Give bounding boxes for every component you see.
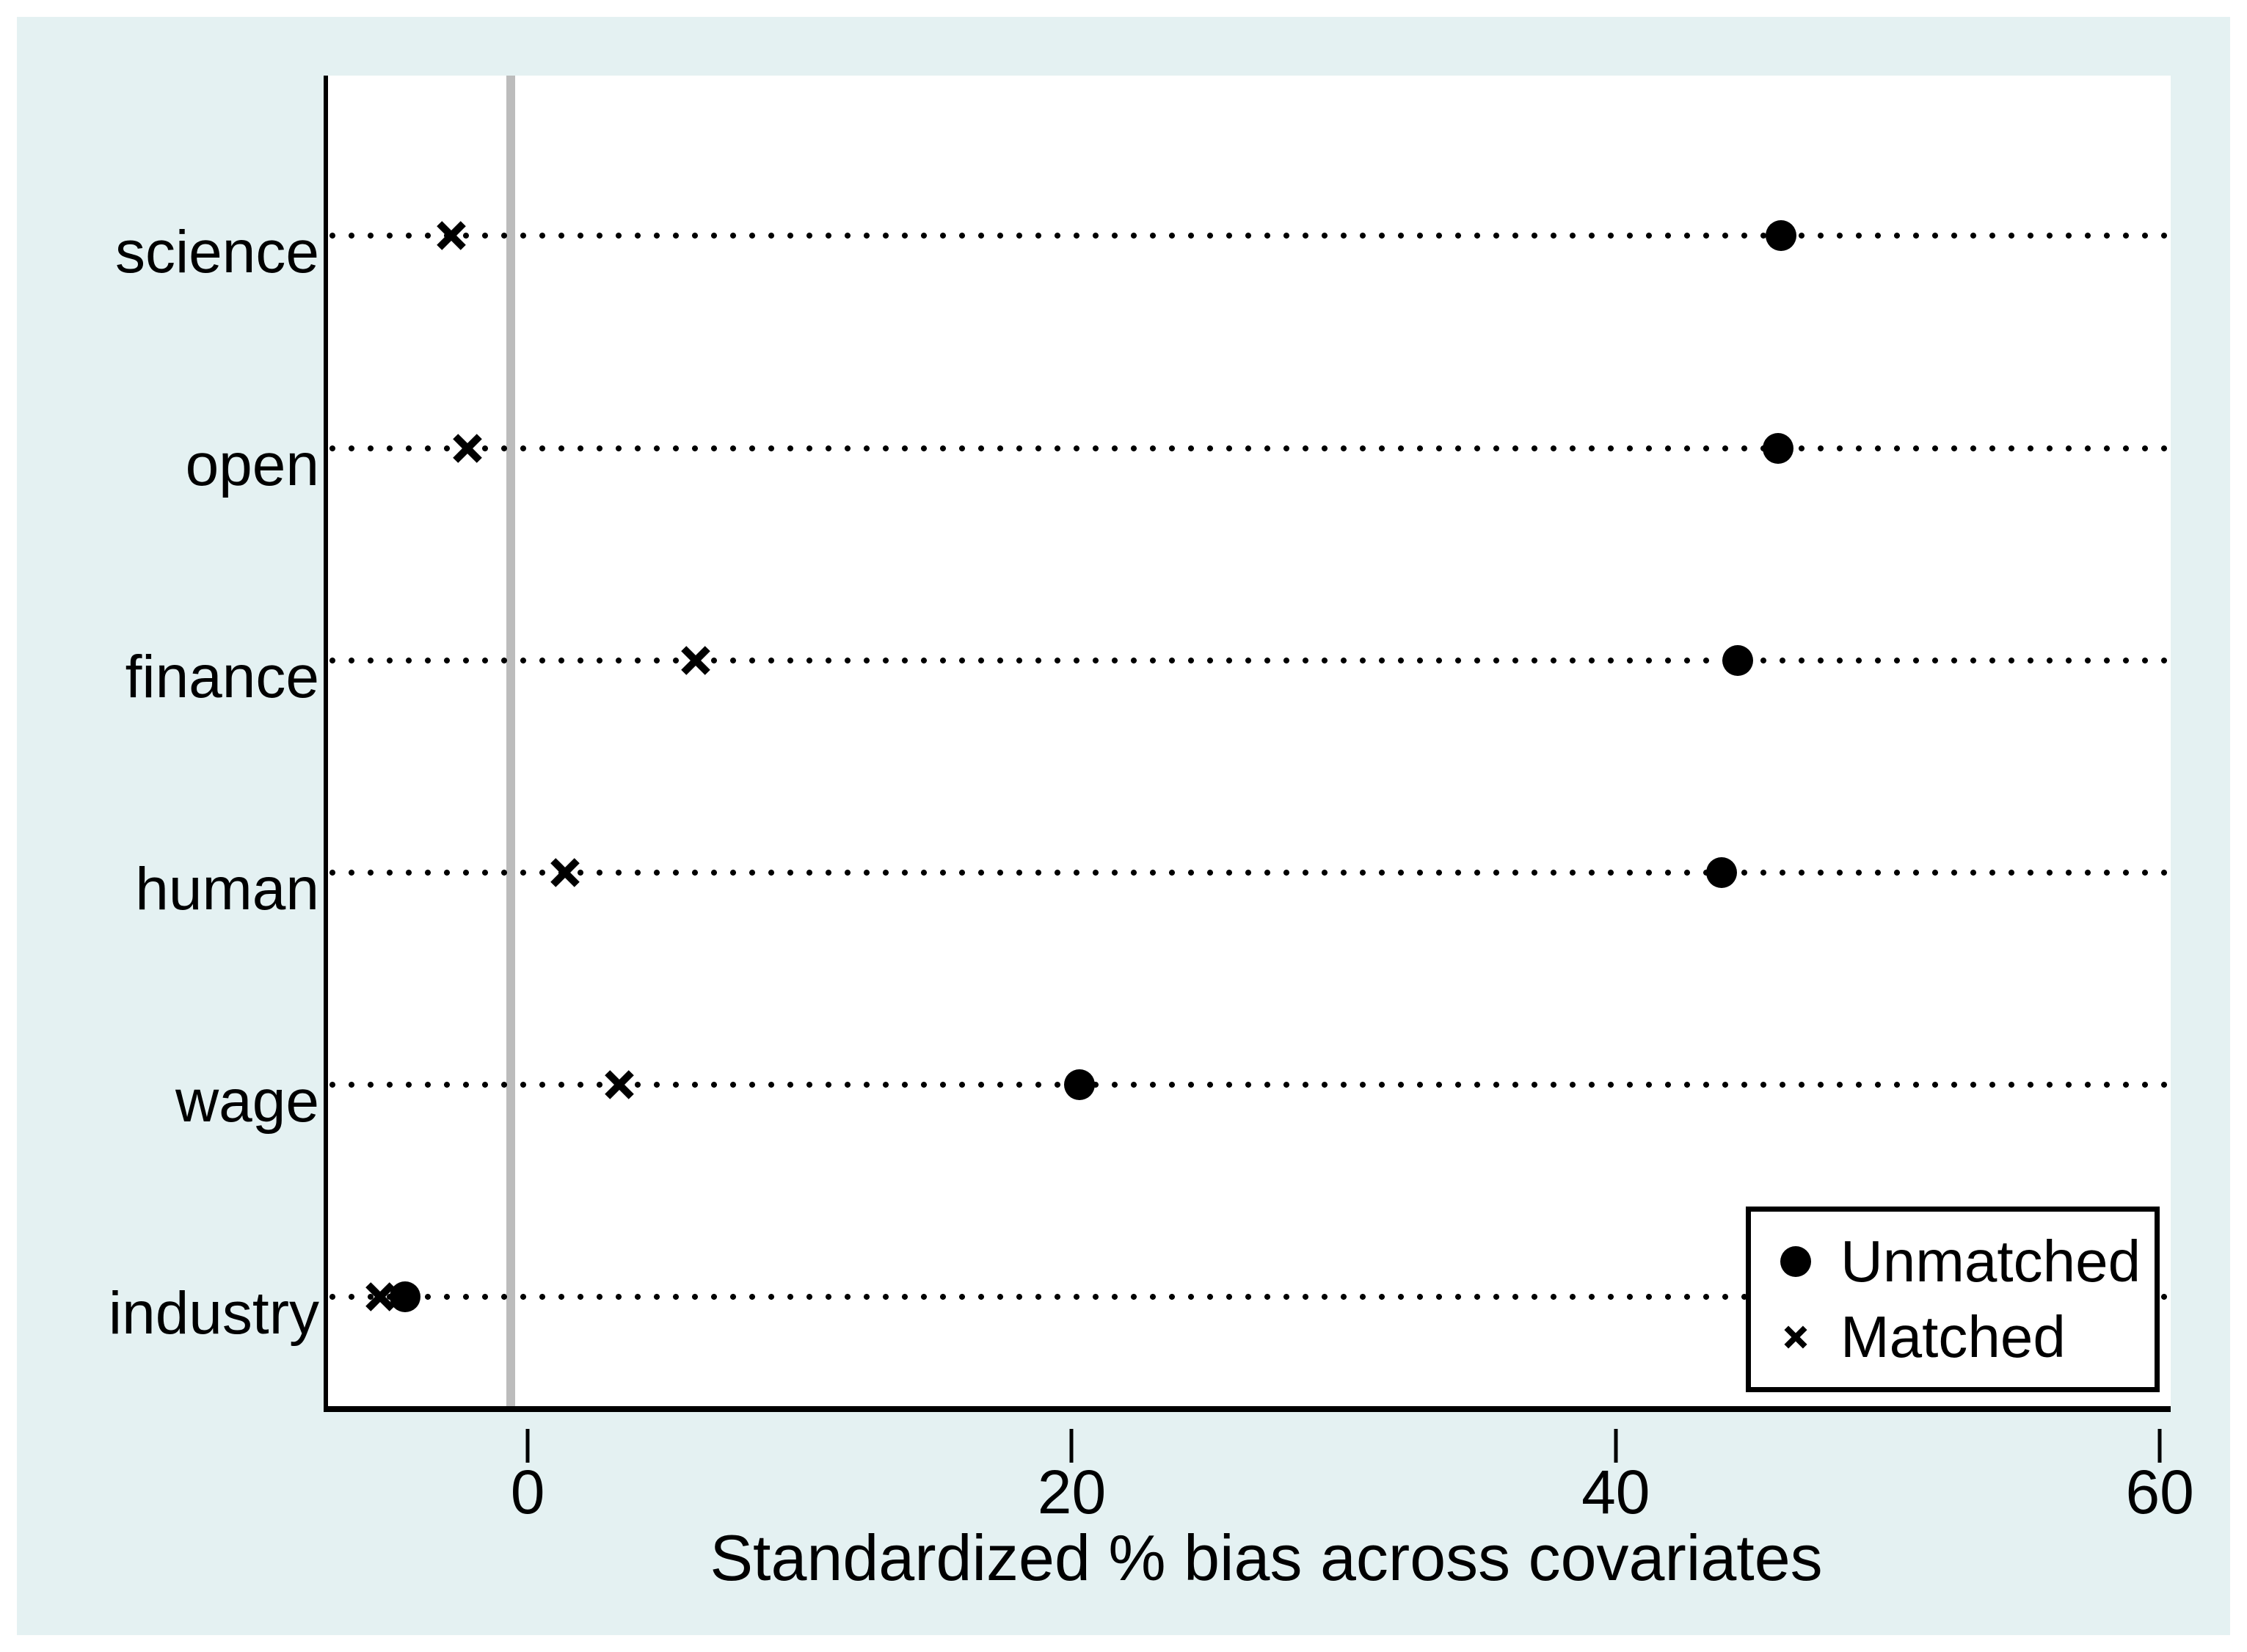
y-axis-label-human: human — [135, 855, 319, 923]
y-axis-label-finance: finance — [125, 643, 319, 710]
x-axis-tick-label: 40 — [1581, 1458, 1650, 1527]
x-axis-tick-label: 20 — [1037, 1458, 1107, 1527]
x-axis-tick — [1614, 1429, 1618, 1463]
y-axis-label-science: science — [114, 219, 319, 286]
x-axis-ticks — [345, 1429, 2188, 1463]
x-marker-icon — [1782, 1324, 1809, 1350]
matched-x-marker — [679, 644, 713, 677]
unmatched-dot-marker — [1722, 644, 1753, 676]
matched-x-marker — [451, 432, 484, 465]
legend-label-unmatched: Unmatched — [1840, 1229, 2141, 1295]
y-axis-label-wage: wage — [175, 1068, 319, 1135]
dotted-leader-line — [329, 657, 2171, 663]
zero-reference-line — [506, 76, 516, 1406]
legend-row-unmatched: Unmatched — [1751, 1232, 2155, 1291]
matched-x-marker — [602, 1068, 636, 1102]
x-axis-tick — [2157, 1429, 2162, 1463]
x-axis-title: Standardized % bias across covariates — [710, 1521, 1823, 1594]
x-axis-tick-label: 60 — [2125, 1458, 2194, 1527]
legend-marker-cell — [1751, 1246, 1840, 1278]
unmatched-dot-marker — [1766, 220, 1797, 252]
x-axis-tick — [1069, 1429, 1074, 1463]
dotted-leader-line — [329, 1082, 2171, 1088]
filled-circle-icon — [1780, 1246, 1811, 1278]
matched-x-marker — [548, 856, 582, 889]
legend-row-matched: Matched — [1751, 1303, 2155, 1369]
matched-x-marker — [434, 219, 468, 252]
dotted-leader-line — [329, 869, 2171, 876]
y-axis-label-industry: industry — [108, 1280, 319, 1347]
legend-label-matched: Matched — [1840, 1303, 2066, 1369]
x-axis-tick — [525, 1429, 530, 1463]
legend-marker-cell — [1751, 1324, 1840, 1350]
x-axis-tick-label: 0 — [510, 1458, 545, 1527]
unmatched-dot-marker — [1063, 1069, 1095, 1101]
unmatched-dot-marker — [1705, 856, 1737, 888]
y-axis-label-open: open — [185, 431, 319, 498]
unmatched-dot-marker — [389, 1281, 420, 1313]
dotted-leader-line — [329, 1294, 2171, 1300]
plot-area: Unmatched Matched — [324, 76, 2171, 1412]
unmatched-dot-marker — [1763, 432, 1794, 464]
x-axis-tick-labels: 0 20 40 60 — [345, 1458, 2194, 1542]
dotted-leader-line — [329, 445, 2171, 451]
figure-panel: Unmatched Matched science open finance huma… — [17, 17, 2230, 1635]
legend: Unmatched Matched — [1746, 1207, 2160, 1392]
dotted-leader-line — [329, 233, 2171, 239]
